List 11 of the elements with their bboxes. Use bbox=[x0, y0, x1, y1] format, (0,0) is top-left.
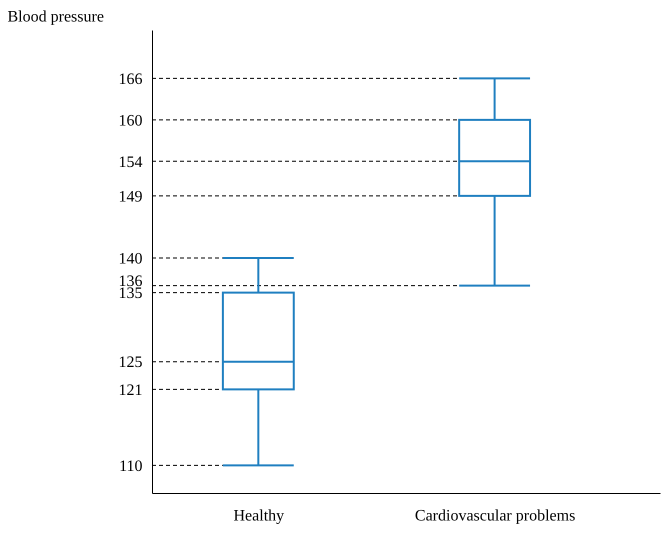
y-tick-label: 140 bbox=[118, 250, 142, 268]
y-tick-label: 121 bbox=[118, 382, 142, 399]
y-tick-label: 166 bbox=[118, 70, 142, 88]
y-tick-label: 125 bbox=[118, 354, 142, 372]
x-tick-label: Healthy bbox=[233, 508, 284, 524]
y-tick-label: 110 bbox=[119, 458, 142, 475]
y-tick-label: 154 bbox=[118, 154, 142, 171]
y-axis-title: Blood pressure bbox=[8, 8, 104, 26]
y-tick-label: 160 bbox=[118, 112, 142, 130]
y-tick-label: 149 bbox=[118, 188, 142, 206]
x-tick-label: Cardiovascular problems bbox=[414, 508, 576, 524]
